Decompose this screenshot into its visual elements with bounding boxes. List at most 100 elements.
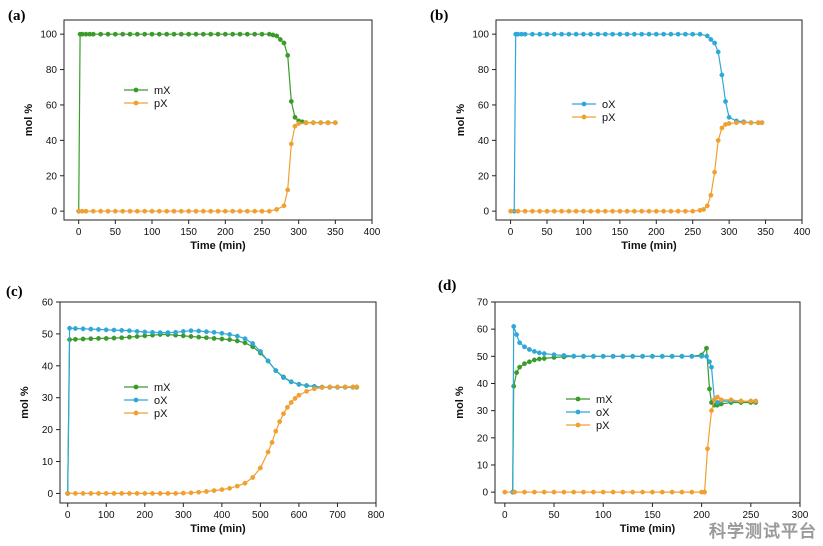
data-point-pX xyxy=(318,120,324,126)
data-point-oX xyxy=(726,114,732,120)
data-point-pX xyxy=(748,120,754,126)
data-point-oX xyxy=(80,326,86,332)
data-point-oX xyxy=(610,353,616,359)
series-line-pX xyxy=(67,386,357,494)
data-point-pX xyxy=(281,411,286,417)
data-point-pX xyxy=(734,120,739,126)
data-point-mX xyxy=(215,31,221,37)
data-point-pX xyxy=(530,208,535,214)
data-point-pX xyxy=(288,400,294,405)
data-point-mX xyxy=(111,335,117,341)
y-tick-label: 60 xyxy=(42,298,54,309)
data-point-oX xyxy=(250,341,256,346)
data-point-mX xyxy=(219,336,225,342)
data-point-mX xyxy=(164,31,170,37)
y-tick-label: 10 xyxy=(42,457,54,468)
data-point-oX xyxy=(566,31,572,37)
legend-label-pX: pX xyxy=(154,408,168,420)
data-point-oX xyxy=(639,31,645,37)
data-point-oX xyxy=(551,31,557,37)
data-point-pX xyxy=(712,169,717,175)
data-point-mX xyxy=(142,31,148,37)
data-point-pX xyxy=(164,208,170,214)
x-tick-label: 50 xyxy=(541,227,553,238)
data-point-pX xyxy=(150,490,155,496)
data-point-mX xyxy=(73,336,78,342)
series-line-mX xyxy=(512,346,756,493)
data-point-oX xyxy=(595,31,601,37)
y-tick-label: 40 xyxy=(42,361,54,372)
data-point-oX xyxy=(234,333,240,339)
y-axis-title: mol % xyxy=(19,386,31,419)
data-point-mX xyxy=(178,31,184,37)
x-tick-label: 100 xyxy=(144,227,161,238)
data-point-pX xyxy=(726,121,732,126)
data-point-mX xyxy=(222,31,228,37)
x-axis-title: Time (min) xyxy=(190,523,246,535)
series-line-pX xyxy=(510,122,762,212)
plot-frame xyxy=(59,301,377,504)
data-point-mX xyxy=(127,31,133,37)
data-point-oX xyxy=(532,348,537,354)
data-point-oX xyxy=(96,326,101,332)
x-tick-label: 350 xyxy=(327,227,344,238)
y-tick-label: 100 xyxy=(40,30,57,41)
legend-marker-oX xyxy=(133,397,139,403)
data-point-pX xyxy=(702,489,707,495)
data-point-pX xyxy=(335,384,340,390)
data-point-mX xyxy=(281,40,287,46)
plot-frame xyxy=(63,19,373,221)
data-point-pX xyxy=(196,489,202,495)
data-point-oX xyxy=(690,31,696,37)
data-point-pX xyxy=(284,404,290,410)
data-point-pX xyxy=(281,203,287,209)
data-point-pX xyxy=(310,120,316,126)
data-point-mX xyxy=(80,336,86,342)
data-point-mX xyxy=(527,359,532,365)
x-tick-label: 100 xyxy=(575,227,592,238)
data-point-pX xyxy=(646,208,652,214)
y-tick-label: 40 xyxy=(477,379,489,390)
y-tick-label: 80 xyxy=(46,65,58,76)
data-point-pX xyxy=(274,206,280,212)
data-point-mX xyxy=(208,31,214,37)
data-point-pX xyxy=(342,384,348,390)
data-point-oX xyxy=(119,327,125,333)
data-point-pX xyxy=(266,208,272,214)
data-point-mX xyxy=(119,335,125,341)
data-point-mX xyxy=(242,340,248,346)
data-point-pX xyxy=(83,208,89,214)
y-tick-label: 0 xyxy=(47,489,53,500)
chart-panel-c: (c) 0 100 200 300 400 500 600 700 800 0 10 20 30 40 50 6… xyxy=(6,284,385,535)
data-point-pX xyxy=(325,120,331,126)
data-point-mX xyxy=(180,333,186,339)
data-point-pX xyxy=(561,489,567,495)
series-pX xyxy=(65,384,360,496)
data-point-oX xyxy=(511,323,517,329)
data-point-pX xyxy=(683,208,688,214)
data-point-pX xyxy=(690,208,696,214)
chart-panel-a: (a) 0 50 100 150 200 250 300 350 400 0 20 40 60 80 100 T… xyxy=(8,8,381,252)
panel-label: (a) xyxy=(8,8,26,24)
data-point-pX xyxy=(227,485,233,491)
x-tick-label: 150 xyxy=(612,227,629,238)
data-point-pX xyxy=(632,208,637,214)
data-point-pX xyxy=(620,489,626,495)
data-point-pX xyxy=(269,439,275,445)
data-point-mX xyxy=(196,334,202,340)
data-point-mX xyxy=(288,99,294,104)
data-point-oX xyxy=(150,329,155,335)
data-point-mX xyxy=(517,364,522,370)
data-point-pX xyxy=(719,125,725,131)
data-point-mX xyxy=(244,31,250,37)
x-tick-label: 400 xyxy=(794,227,811,238)
data-point-pX xyxy=(624,208,630,214)
data-point-mX xyxy=(704,345,709,351)
data-point-oX xyxy=(689,353,695,359)
data-point-mX xyxy=(234,338,240,344)
data-point-pX xyxy=(103,490,109,496)
legend-label-oX: oX xyxy=(154,395,168,407)
data-point-pX xyxy=(591,489,596,495)
